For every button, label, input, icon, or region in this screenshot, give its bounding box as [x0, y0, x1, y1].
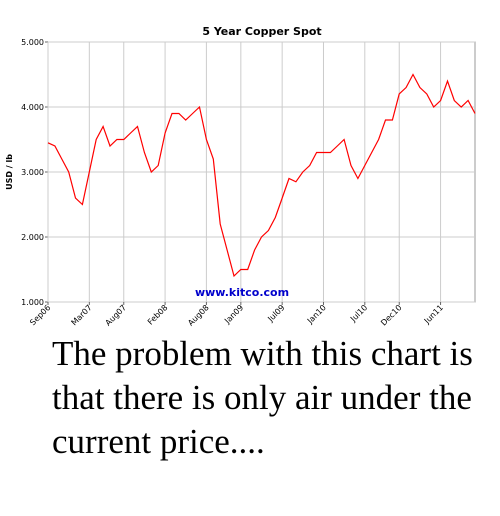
- y-axis-label: USD / lb: [5, 154, 14, 190]
- chart: 5 Year Copper Spot USD / lb 1.000 2.000 3.…: [5, 25, 476, 328]
- y-tick-label: 4.000: [21, 103, 44, 112]
- watermark: www.kitco.com: [195, 286, 289, 299]
- price-line: [47, 73, 476, 278]
- x-tick-label: Jul09: [265, 303, 286, 324]
- x-tick-label: Feb08: [146, 303, 170, 327]
- x-tick-label: Jan09: [222, 303, 245, 326]
- chart-title: 5 Year Copper Spot: [202, 25, 321, 38]
- x-tick-label: Jul10: [348, 303, 369, 324]
- x-tick-label: Jan10: [305, 303, 328, 326]
- caption: The problem with this chart is that ther…: [52, 334, 473, 461]
- x-tick-label: Aug07: [104, 303, 129, 328]
- x-tick-label: Mar07: [69, 303, 93, 327]
- y-tick-label: 1.000: [21, 298, 44, 307]
- y-tick-label: 3.000: [21, 168, 44, 177]
- y-tick-label: 2.000: [21, 233, 44, 242]
- y-tick-label: 5.000: [21, 38, 44, 47]
- x-tick-label: Dec10: [379, 303, 404, 328]
- x-tick-label: Aug08: [186, 303, 211, 328]
- x-tick-label: Jun11: [422, 303, 445, 326]
